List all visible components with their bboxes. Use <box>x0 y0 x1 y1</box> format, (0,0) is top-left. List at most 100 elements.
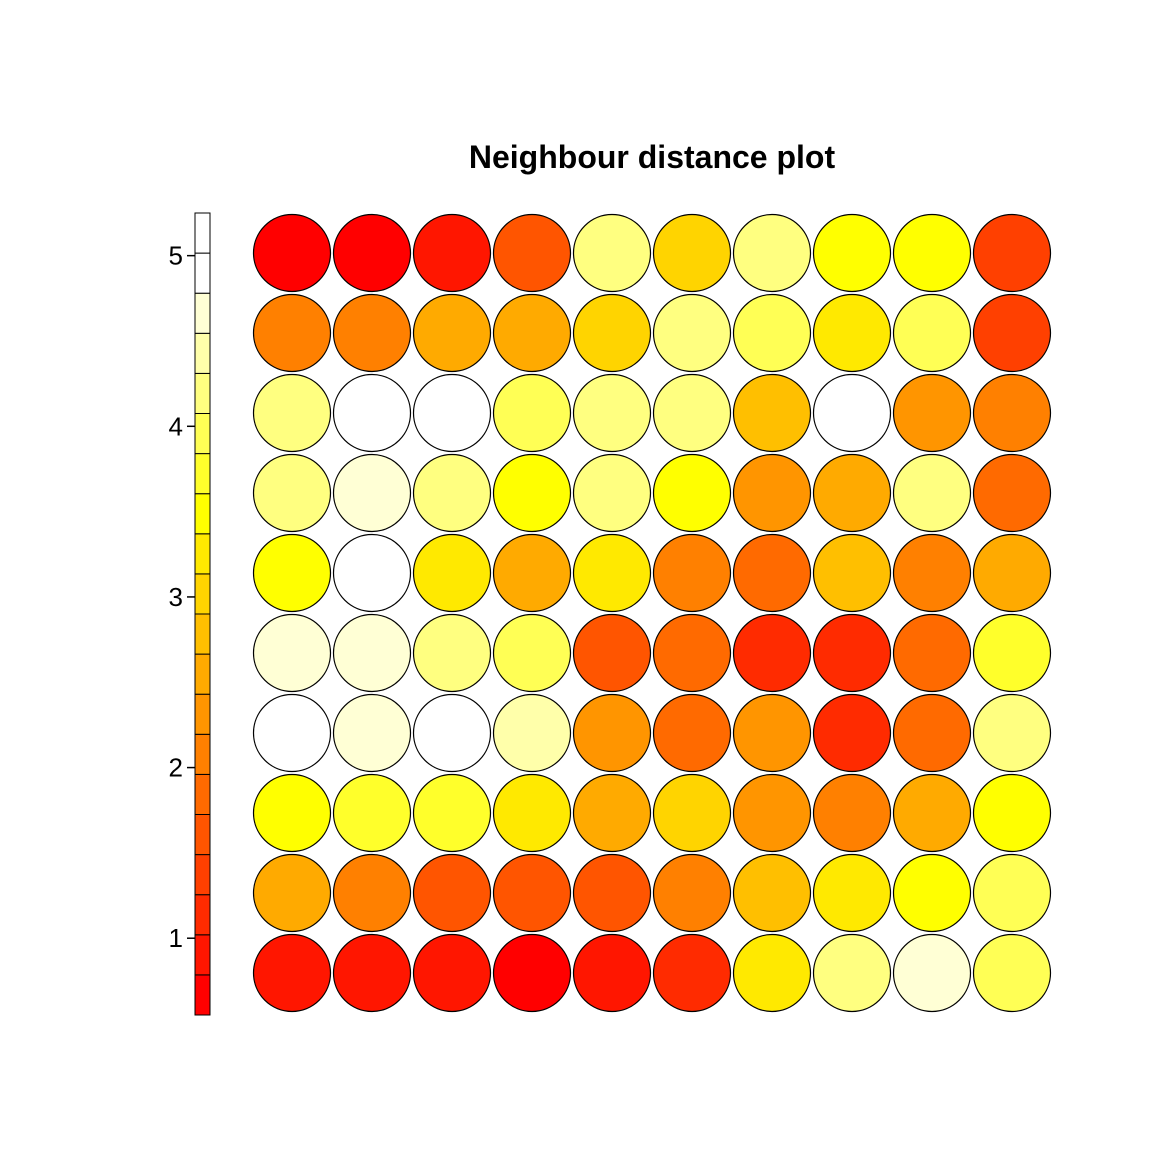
node-circle <box>732 373 812 453</box>
node-circle <box>892 293 972 373</box>
node-circle <box>652 213 732 293</box>
node-circle <box>732 853 812 933</box>
node-circle <box>892 933 972 1013</box>
colorbar-segment <box>194 493 211 535</box>
node-grid <box>252 213 1052 1013</box>
node-circle <box>812 533 892 613</box>
node-circle <box>252 453 332 533</box>
node-circle <box>652 693 732 773</box>
node-circle <box>332 773 412 853</box>
node-circle <box>652 933 732 1013</box>
node-circle <box>812 373 892 453</box>
colorbar-segment <box>194 292 211 334</box>
node-circle <box>972 373 1052 453</box>
node-circle <box>332 853 412 933</box>
colorbar-segment <box>194 413 211 455</box>
node-circle <box>732 533 812 613</box>
colorbar-segment <box>194 613 211 655</box>
node-circle <box>972 773 1052 853</box>
node-circle <box>652 773 732 853</box>
node-circle <box>972 293 1052 373</box>
node-circle <box>892 613 972 693</box>
node-circle <box>412 533 492 613</box>
node-circle <box>252 933 332 1013</box>
node-circle <box>572 613 652 693</box>
node-circle <box>412 613 492 693</box>
colorbar-tick-label: 4 <box>169 411 183 441</box>
colorbar-segment <box>194 934 211 976</box>
colorbar-segment <box>194 332 211 374</box>
node-circle <box>492 693 572 773</box>
node-circle <box>572 853 652 933</box>
node-circle <box>492 293 572 373</box>
node-circle <box>652 293 732 373</box>
node-circle <box>972 533 1052 613</box>
node-circle <box>332 453 412 533</box>
node-circle <box>332 933 412 1013</box>
node-circle <box>972 613 1052 693</box>
node-circle <box>732 613 812 693</box>
node-circle <box>412 773 492 853</box>
node-circle <box>572 933 652 1013</box>
colorbar-segment <box>194 733 211 775</box>
node-circle <box>812 293 892 373</box>
colorbar-segment <box>194 212 211 254</box>
node-circle <box>492 373 572 453</box>
node-circle <box>492 453 572 533</box>
node-circle <box>332 373 412 453</box>
node-circle <box>332 213 412 293</box>
node-circle <box>492 613 572 693</box>
node-circle <box>972 453 1052 533</box>
node-circle <box>892 373 972 453</box>
node-circle <box>572 373 652 453</box>
colorbar-segment <box>194 974 211 1016</box>
node-circle <box>892 693 972 773</box>
node-circle <box>732 933 812 1013</box>
node-circle <box>332 613 412 693</box>
node-circle <box>412 213 492 293</box>
colorbar-segment <box>194 854 211 896</box>
node-circle <box>412 453 492 533</box>
node-circle <box>892 853 972 933</box>
node-circle <box>732 453 812 533</box>
node-circle <box>972 213 1052 293</box>
node-circle <box>572 293 652 373</box>
node-circle <box>332 293 412 373</box>
node-circle <box>972 693 1052 773</box>
node-circle <box>572 213 652 293</box>
node-circle <box>412 293 492 373</box>
node-circle <box>732 213 812 293</box>
node-circle <box>972 933 1052 1013</box>
node-circle <box>252 533 332 613</box>
node-circle <box>252 773 332 853</box>
node-circle <box>812 213 892 293</box>
node-circle <box>332 693 412 773</box>
colorbar-tick-label: 5 <box>169 241 183 271</box>
colorbar-tick-label: 2 <box>169 753 183 783</box>
node-circle <box>652 613 732 693</box>
node-circle <box>252 213 332 293</box>
node-circle <box>892 213 972 293</box>
node-circle <box>652 853 732 933</box>
node-circle <box>732 773 812 853</box>
node-circle <box>252 373 332 453</box>
node-circle <box>892 533 972 613</box>
node-circle <box>572 693 652 773</box>
node-circle <box>732 693 812 773</box>
node-circle <box>972 853 1052 933</box>
colorbar-segment <box>194 573 211 615</box>
node-circle <box>412 693 492 773</box>
node-circle <box>252 853 332 933</box>
node-circle <box>332 533 412 613</box>
chart-title: Neighbour distance plot <box>469 139 836 175</box>
colorbar-segment <box>194 453 211 495</box>
node-circle <box>892 773 972 853</box>
node-circle <box>812 853 892 933</box>
node-circle <box>492 213 572 293</box>
node-circle <box>492 933 572 1013</box>
node-circle <box>412 373 492 453</box>
colorbar-segment <box>194 653 211 695</box>
node-circle <box>412 933 492 1013</box>
node-circle <box>252 613 332 693</box>
